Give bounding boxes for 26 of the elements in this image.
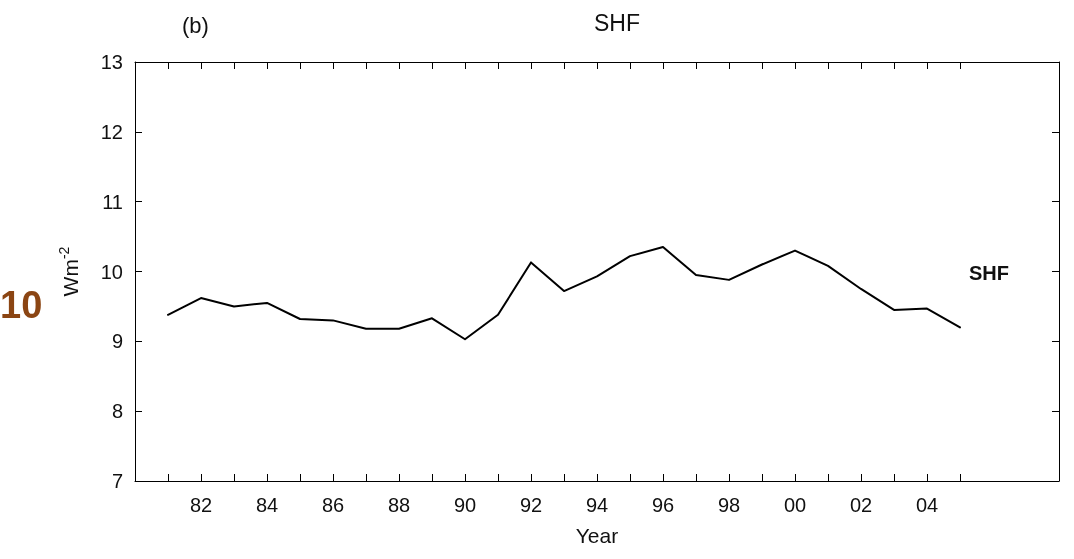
y-tick-label: 7 (111, 470, 123, 492)
y-tick-label: 13 (100, 51, 123, 73)
y-tick-label: 10 (100, 260, 123, 283)
legend-label: SHF (969, 262, 1009, 284)
x-tick-label: 86 (321, 494, 345, 516)
x-tick-label: 98 (717, 494, 741, 516)
x-tick-label: 88 (387, 494, 411, 516)
x-tick-label: 96 (651, 494, 675, 516)
y-axis-title: Wm-2 (56, 246, 82, 297)
chart-title: SHF (594, 9, 640, 36)
x-tick-label: 00 (783, 494, 807, 516)
x-tick-label: 92 (519, 494, 543, 516)
x-tick-label: 82 (189, 494, 213, 516)
y-tick-label: 12 (100, 120, 123, 143)
text: (b) (182, 12, 209, 38)
y-tick-label: 9 (111, 330, 123, 353)
text: 10 (0, 284, 43, 326)
x-tick-label: 02 (849, 494, 873, 516)
y-tick-label: 8 (111, 400, 123, 423)
y-tick-label: 11 (102, 190, 123, 213)
x-tick-label: 84 (255, 494, 279, 516)
x-axis-title: Year (575, 524, 619, 547)
x-tick-label: 90 (453, 494, 477, 516)
x-tick-label: 04 (915, 494, 939, 516)
line-series (167, 246, 961, 341)
x-tick-label: 94 (585, 494, 609, 516)
